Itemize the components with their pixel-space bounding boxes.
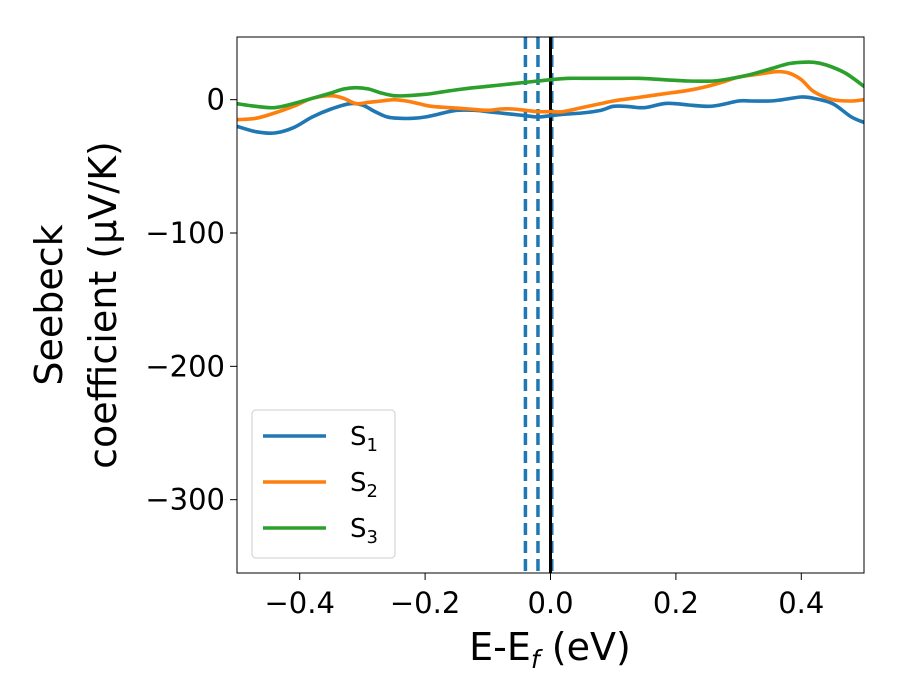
- y-axis-label: Seebeck coefficient (μV/K): [27, 141, 125, 469]
- x-tick-label: 0.2: [653, 586, 699, 620]
- legend-label-s3: S3: [350, 514, 378, 548]
- vertical-reference-lines: [523, 37, 554, 573]
- legend-label-s2: S2: [350, 468, 378, 502]
- x-tick-label: −0.4: [264, 586, 334, 620]
- y-tick-label: −200: [145, 349, 225, 383]
- legend-label-s1: S1: [350, 422, 378, 456]
- y-tick-label: 0: [207, 83, 225, 117]
- series-line-s2: [237, 69, 864, 122]
- y-axis-ticks: 0 −100 −200 −300: [145, 83, 237, 517]
- y-axis-label-line2: coefficient (μV/K): [81, 141, 125, 469]
- x-axis-label-unit: (eV): [540, 625, 631, 669]
- x-tick-label: −0.2: [390, 586, 460, 620]
- x-axis-ticks: −0.4 −0.2 0.0 0.2 0.4: [264, 573, 824, 620]
- y-axis-label-line1: Seebeck: [27, 224, 71, 385]
- x-axis-label: E-Ef (eV): [469, 625, 631, 674]
- y-tick-label: −300: [145, 483, 225, 517]
- x-tick-label: 0.4: [778, 586, 824, 620]
- x-axis-label-main: E-E: [469, 625, 531, 669]
- y-tick-label: −100: [145, 216, 225, 250]
- legend: S1 S2 S3: [251, 409, 396, 559]
- legend-box: [251, 409, 396, 559]
- series-lines: [237, 60, 864, 136]
- x-tick-label: 0.0: [527, 586, 573, 620]
- series-line-s3: [237, 60, 864, 110]
